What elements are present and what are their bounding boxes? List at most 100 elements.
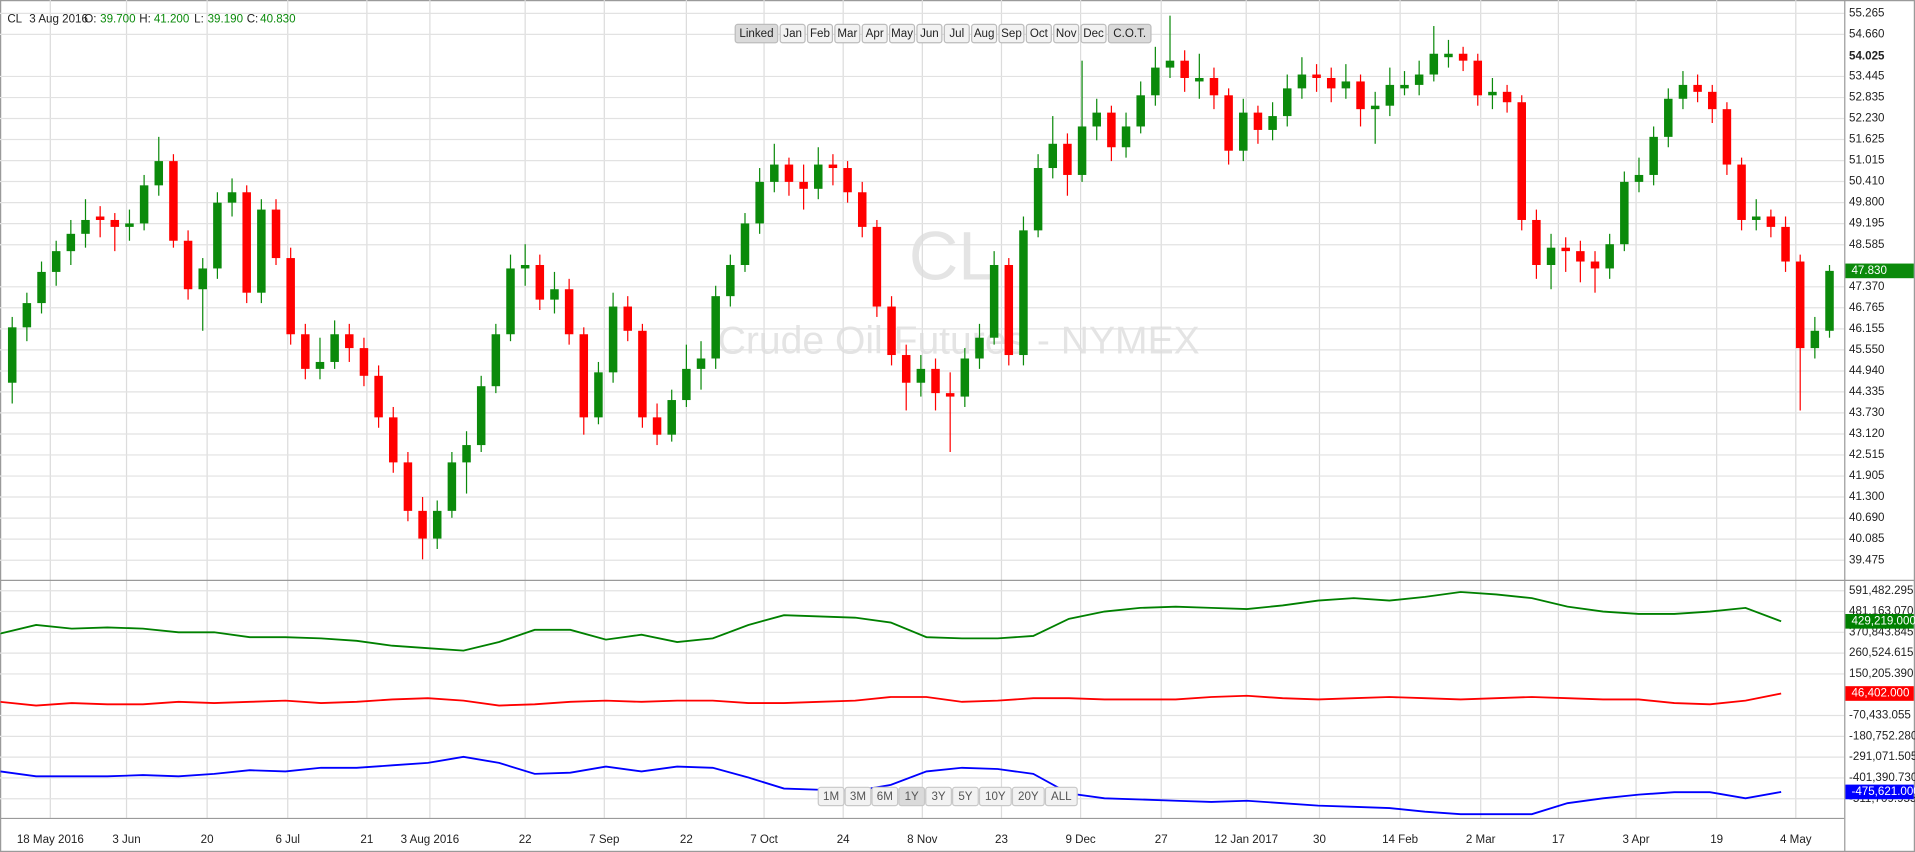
range-button[interactable]: 6M [871,786,899,807]
range-button[interactable]: 3M [844,786,872,807]
range-button-label[interactable]: 1M [823,791,839,803]
y-tick-label: 52.230 [1849,113,1884,125]
month-button-label[interactable]: Nov [1056,28,1077,40]
month-button[interactable]: Mar [834,23,861,44]
candle-body [1151,67,1160,96]
candle-body [1063,143,1072,175]
range-button[interactable]: 1M [817,786,845,807]
range-button-bg[interactable] [1044,786,1078,807]
month-button-label[interactable]: Oct [1030,28,1049,40]
candle-body [154,161,164,186]
range-button[interactable]: 10Y [978,786,1012,807]
candle-body [1033,168,1043,231]
month-button-label[interactable]: Apr [866,28,884,40]
month-button[interactable]: Sep [998,23,1025,44]
close-label: C: [247,14,259,26]
month-button-bg[interactable] [779,23,806,44]
marks [0,15,1834,816]
candle-body [1708,91,1717,110]
range-button-label[interactable]: 6M [877,791,893,803]
range-button-label[interactable]: 10Y [985,791,1006,803]
month-button-label[interactable]: Jul [949,28,964,40]
candle-body [828,164,838,169]
month-button-bg[interactable] [806,23,834,44]
y-tick-label: 48.585 [1849,239,1884,251]
range-button-bg[interactable] [817,786,845,807]
month-button[interactable]: May [888,23,916,44]
range-button[interactable]: ALL [1044,786,1078,807]
range-button-bg[interactable] [952,786,979,807]
range-button-bg[interactable] [1011,786,1045,807]
y-tick-label: -180,752.280 [1849,730,1915,742]
candle-body [623,306,632,331]
end-value-box [1845,613,1914,629]
month-button-label[interactable]: Linked [739,28,773,40]
month-button-label[interactable]: Dec [1083,28,1104,40]
month-button[interactable]: Oct [1025,23,1052,44]
month-button-bg[interactable] [834,23,861,44]
month-button-bg[interactable] [1053,23,1080,44]
range-button[interactable]: 20Y [1011,786,1045,807]
month-button-bg[interactable] [998,23,1025,44]
month-button-label[interactable]: Mar [837,28,857,40]
month-button-label[interactable]: Sep [1001,28,1022,40]
candle-body [564,289,574,335]
month-button-label[interactable]: Jun [920,28,939,40]
range-button-bg[interactable] [978,786,1012,807]
candle-body [1092,112,1101,127]
candle-body [784,164,794,182]
month-button[interactable]: Dec [1080,23,1107,44]
month-button[interactable]: Aug [971,23,998,44]
month-button[interactable]: Apr [861,23,888,44]
candle-body [476,386,486,446]
month-button-bg[interactable] [1080,23,1107,44]
range-button-label[interactable]: 5Y [958,791,972,803]
month-button[interactable]: Jun [916,23,943,44]
month-button-bg[interactable] [1107,23,1152,44]
candle-body [799,181,808,189]
range-button-bg[interactable] [925,786,953,807]
range-button-label[interactable]: 3Y [931,791,945,803]
grid [0,0,1845,818]
range-button-bg[interactable] [844,786,872,807]
month-button-label[interactable]: Feb [810,28,830,40]
month-button-label[interactable]: May [891,28,913,40]
month-button-bg[interactable] [1025,23,1052,44]
range-button-label[interactable]: 20Y [1018,791,1039,803]
month-button[interactable]: Feb [806,23,834,44]
range-button-bg[interactable] [871,786,899,807]
range-button[interactable]: 3Y [925,786,953,807]
x-tick-label: 3 Jun [112,834,140,846]
month-button-bg[interactable] [888,23,916,44]
month-button-bg[interactable] [943,23,970,44]
candle-body [1693,84,1702,92]
range-button-bg[interactable] [898,786,926,807]
candle-body [7,327,17,383]
range-button-label[interactable]: 1Y [905,791,919,803]
range-button[interactable]: 1Y [898,786,926,807]
month-button[interactable]: C.O.T. [1107,23,1152,44]
month-button-bg[interactable] [734,23,779,44]
candle-body [901,355,911,383]
month-button-bg[interactable] [861,23,888,44]
range-button[interactable]: 5Y [952,786,979,807]
candle-body [1781,226,1790,262]
candle-body [1268,116,1277,130]
month-button[interactable]: Jan [779,23,806,44]
range-button-label[interactable]: 3M [850,791,866,803]
month-button-label[interactable]: Aug [974,28,995,40]
range-button-label[interactable]: ALL [1051,791,1072,803]
month-button-bg[interactable] [916,23,943,44]
x-tick-label: 4 May [1780,834,1812,846]
y-tick-label: 47.370 [1849,281,1884,293]
month-button-label[interactable]: Jan [783,28,802,40]
candle-body [945,393,955,397]
month-button[interactable]: Jul [943,23,970,44]
y-tick-label: 49.800 [1849,197,1884,209]
month-button[interactable]: Linked [734,23,779,44]
candle-body [1678,84,1688,99]
month-button[interactable]: Nov [1053,23,1080,44]
month-button-label[interactable]: C.O.T. [1113,28,1146,40]
candle-body [1385,84,1395,106]
month-button-bg[interactable] [971,23,998,44]
